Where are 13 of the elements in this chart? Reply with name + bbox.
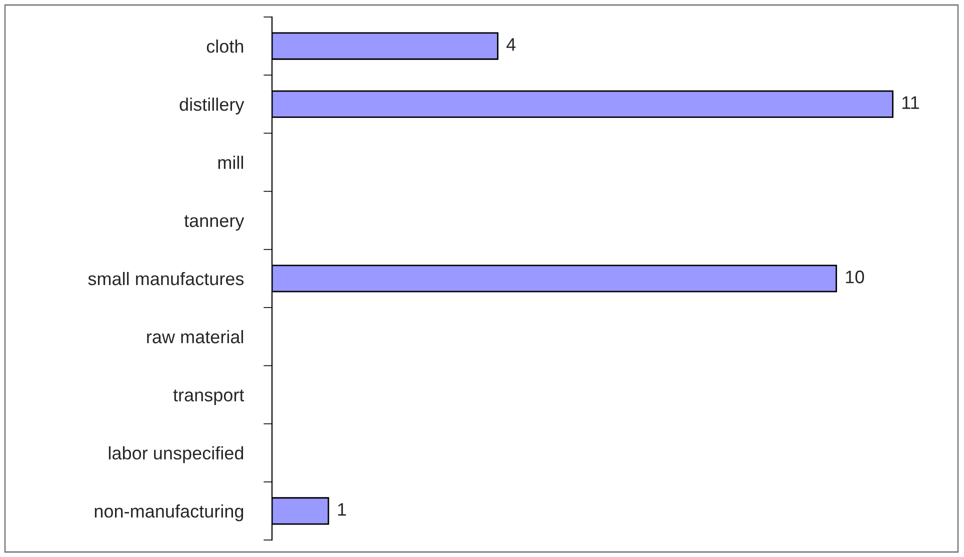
data-label: 4: [506, 38, 516, 51]
y-tick-label: small manufactures: [88, 272, 244, 286]
data-label: 10: [846, 270, 864, 284]
y-tick-label: mill: [218, 156, 244, 169]
y-tick-label: tannery: [184, 215, 244, 231]
y-tick-label: labor unspecified: [108, 446, 244, 464]
data-label: 1: [338, 503, 346, 516]
data-label: 11: [902, 96, 919, 109]
y-tick-label: cloth: [206, 40, 244, 53]
y-tick-label: distillery: [180, 98, 244, 114]
y-tick-label: transport: [173, 390, 244, 406]
y-tick-label: raw material: [147, 330, 244, 344]
y-tick-label: non-manufacturing: [94, 504, 244, 522]
